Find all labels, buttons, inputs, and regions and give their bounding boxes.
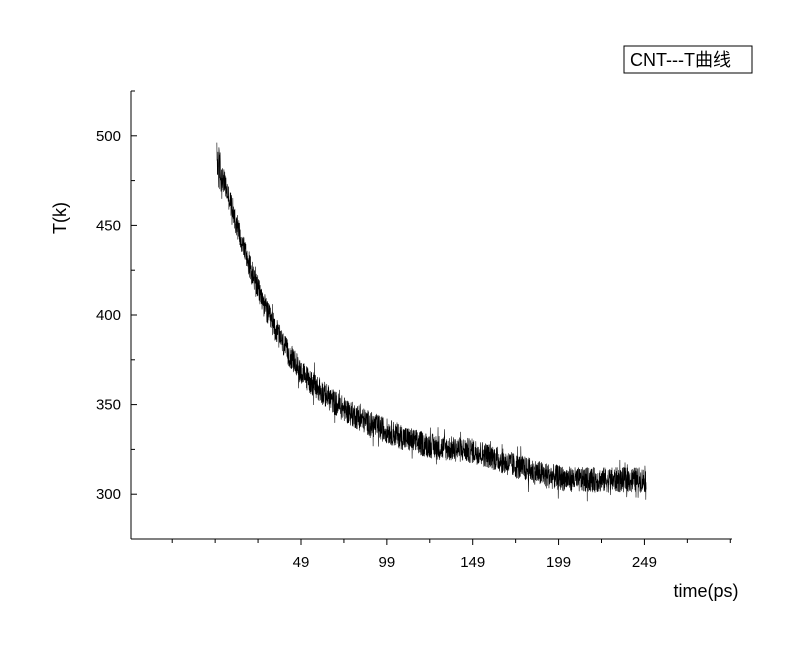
series-layer xyxy=(216,142,647,502)
labels: 300 350 400 450 500 49 99 149 199 249 time(ps) T(k) xyxy=(50,128,739,601)
legend: CNT---T曲线 xyxy=(623,45,753,74)
x-tick-label: 149 xyxy=(460,554,485,571)
x-axis-label: time(ps) xyxy=(673,581,738,601)
y-axis-label: T(k) xyxy=(50,202,70,234)
y-tick-label: 350 xyxy=(96,397,121,414)
y-tick-label: 300 xyxy=(96,486,121,503)
axes xyxy=(130,90,732,545)
y-tick-label: 400 xyxy=(96,307,121,324)
y-tick-label: 500 xyxy=(96,128,121,145)
series-line-0 xyxy=(216,142,647,502)
x-tick-label: 249 xyxy=(632,554,657,571)
x-tick-label: 199 xyxy=(546,554,571,571)
legend-entry: CNT---T曲线 xyxy=(630,50,731,70)
x-tick-label: 99 xyxy=(379,554,396,571)
x-tick-label: 49 xyxy=(293,554,310,571)
legend-box xyxy=(623,45,753,74)
y-tick-label: 450 xyxy=(96,217,121,234)
